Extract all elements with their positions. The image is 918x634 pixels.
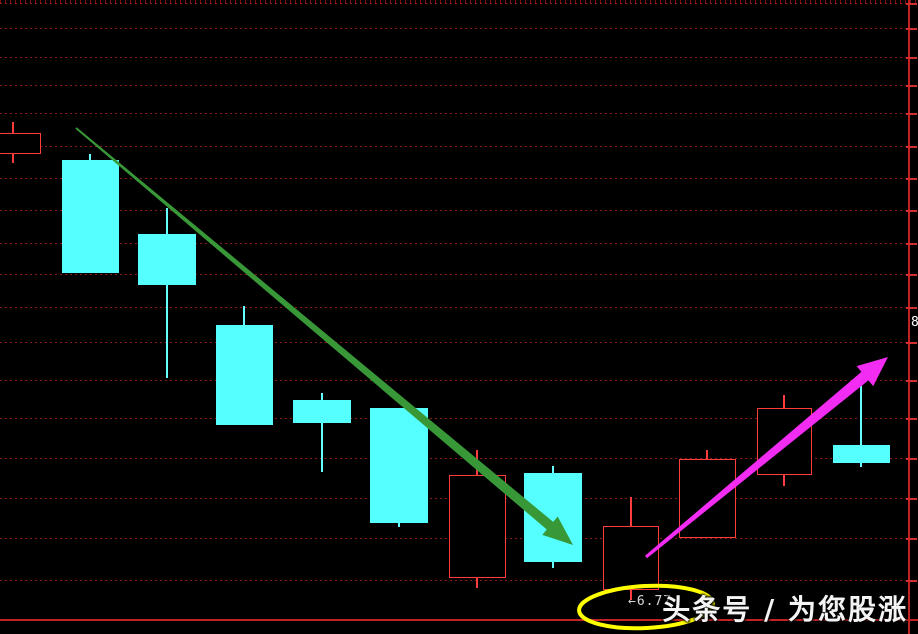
axis-tick	[906, 307, 917, 309]
candle-body	[216, 325, 273, 425]
axis-tick	[906, 57, 917, 59]
axis-tick	[906, 85, 917, 87]
candle-body	[370, 408, 428, 523]
candle-body	[449, 475, 506, 578]
candle-body	[833, 445, 890, 463]
axis-tick	[906, 3, 917, 5]
gridline	[0, 342, 918, 343]
axis-tick	[906, 178, 917, 180]
gridline	[0, 146, 918, 147]
axis-tick	[906, 243, 917, 245]
axis-tick	[906, 342, 917, 344]
gridline	[0, 113, 918, 114]
gridline	[0, 210, 918, 211]
right-axis-line	[908, 0, 910, 634]
candle-body	[679, 459, 736, 538]
watermark-text: 头条号 / 为您股涨	[662, 593, 908, 626]
axis-tick	[906, 28, 917, 30]
axis-tick	[906, 580, 917, 582]
candle-body	[524, 473, 582, 562]
price-axis-label: 8	[911, 315, 918, 330]
axis-tick	[906, 380, 917, 382]
gridline	[0, 3, 918, 4]
candle-body	[62, 160, 119, 273]
top-axis-ticks	[0, 0, 918, 4]
candle-body	[138, 234, 196, 285]
gridline	[0, 380, 918, 381]
candle-body	[603, 526, 659, 590]
candle-body	[757, 408, 812, 475]
axis-tick	[906, 113, 917, 115]
gridline	[0, 307, 918, 308]
bottom-axis-line	[0, 619, 918, 621]
low-price-label: ←6.77	[628, 594, 673, 609]
gridline	[0, 85, 918, 86]
axis-tick	[906, 458, 917, 460]
candle-body	[0, 133, 41, 154]
gridline	[0, 178, 918, 179]
axis-tick	[906, 498, 917, 500]
gridline	[0, 28, 918, 29]
axis-tick	[906, 274, 917, 276]
gridline	[0, 580, 918, 581]
axis-tick	[906, 146, 917, 148]
axis-tick	[906, 210, 917, 212]
axis-tick	[906, 418, 917, 420]
gridline	[0, 57, 918, 58]
candle-body	[293, 400, 351, 423]
axis-tick	[906, 538, 917, 540]
